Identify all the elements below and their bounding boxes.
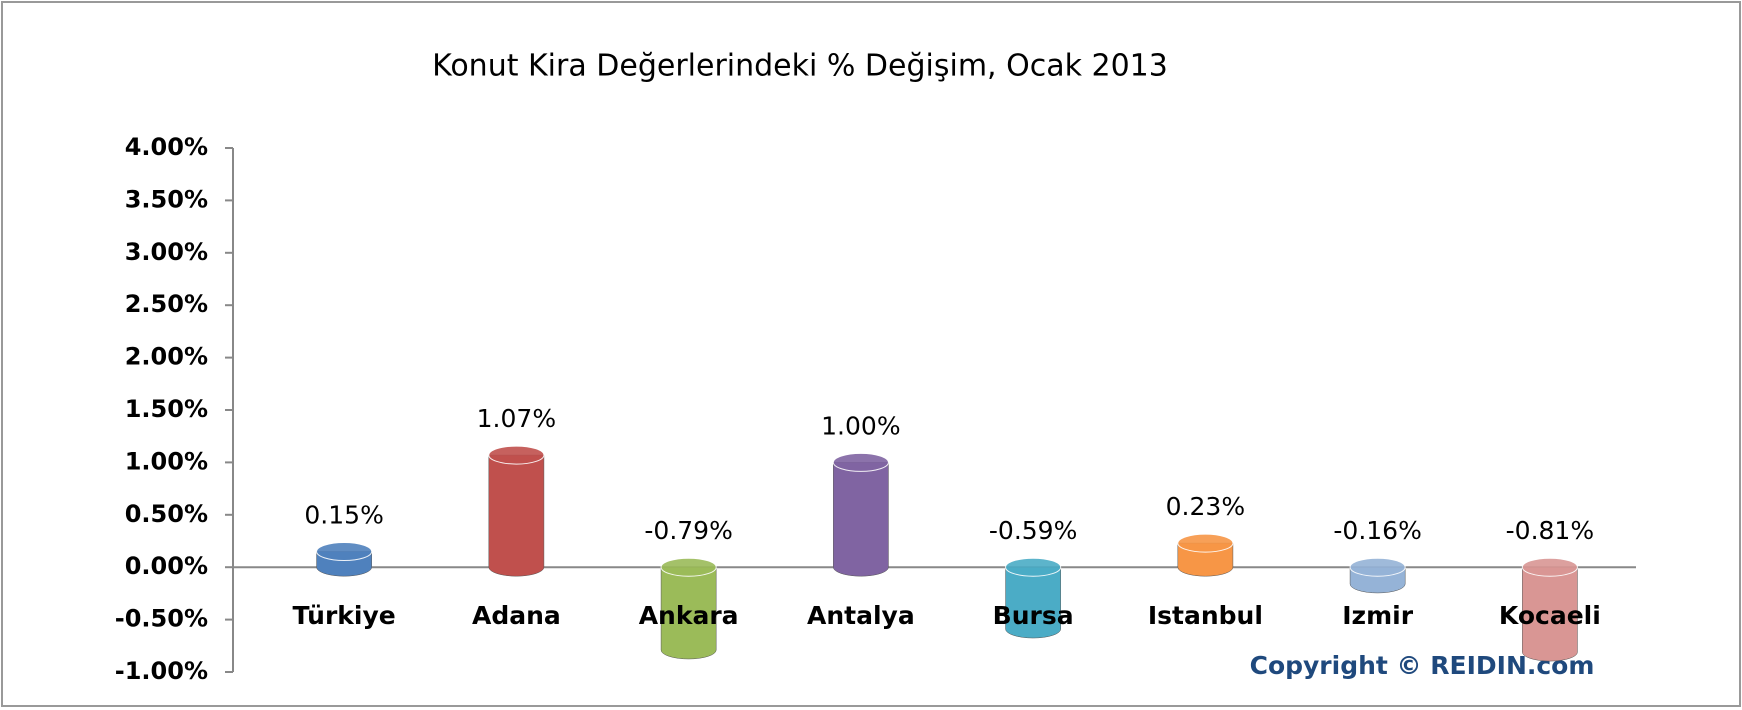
bar-cap (316, 541, 373, 561)
bar-cap (488, 445, 545, 465)
value-label: 0.15% (304, 500, 383, 529)
value-label: -0.59% (989, 516, 1077, 545)
x-tick-label: Istanbul (1148, 601, 1263, 630)
bar (833, 462, 889, 577)
x-tick-label: Adana (472, 601, 561, 630)
value-label: 0.23% (1166, 492, 1245, 521)
x-tick-label: Ankara (639, 601, 739, 630)
y-tick-label: 1.00% (125, 447, 208, 475)
bar (488, 454, 545, 577)
y-tick-label: -1.00% (115, 657, 208, 685)
x-tick-label: Izmir (1342, 601, 1413, 630)
y-tick-label: 3.00% (125, 238, 208, 266)
y-tick-label: 2.00% (125, 343, 208, 371)
bar-cap (1349, 557, 1406, 577)
y-tick-label: 0.50% (125, 500, 208, 528)
y-tick-label: -0.50% (115, 605, 208, 633)
x-tick-label: Kocaeli (1499, 601, 1601, 630)
x-tick-label: Antalya (807, 601, 915, 630)
bar (1005, 566, 1061, 639)
chart-title: Konut Kira Değerlerindeki % Değişim, Oca… (432, 49, 1168, 84)
value-label: -0.16% (1333, 516, 1421, 545)
bar (1522, 566, 1578, 662)
x-tick-label: Türkiye (293, 601, 396, 630)
x-tick-label: Bursa (993, 601, 1074, 630)
y-tick-label: 4.00% (125, 133, 208, 161)
value-label: 1.07% (477, 404, 556, 433)
y-tick-label: 3.50% (125, 185, 208, 213)
bar-cap (1177, 533, 1234, 553)
y-tick-label: 1.50% (125, 395, 208, 423)
y-tick-label: 2.50% (125, 290, 208, 318)
bar (660, 566, 717, 660)
bar-cap (1521, 557, 1578, 577)
value-label: -0.79% (644, 516, 732, 545)
y-tick-label: 0.00% (125, 552, 208, 580)
bar-cap (832, 452, 889, 472)
value-label: -0.81% (1506, 516, 1594, 545)
bar-cap (1005, 557, 1062, 577)
value-label: 1.00% (821, 411, 900, 440)
bar-cap (660, 557, 717, 577)
